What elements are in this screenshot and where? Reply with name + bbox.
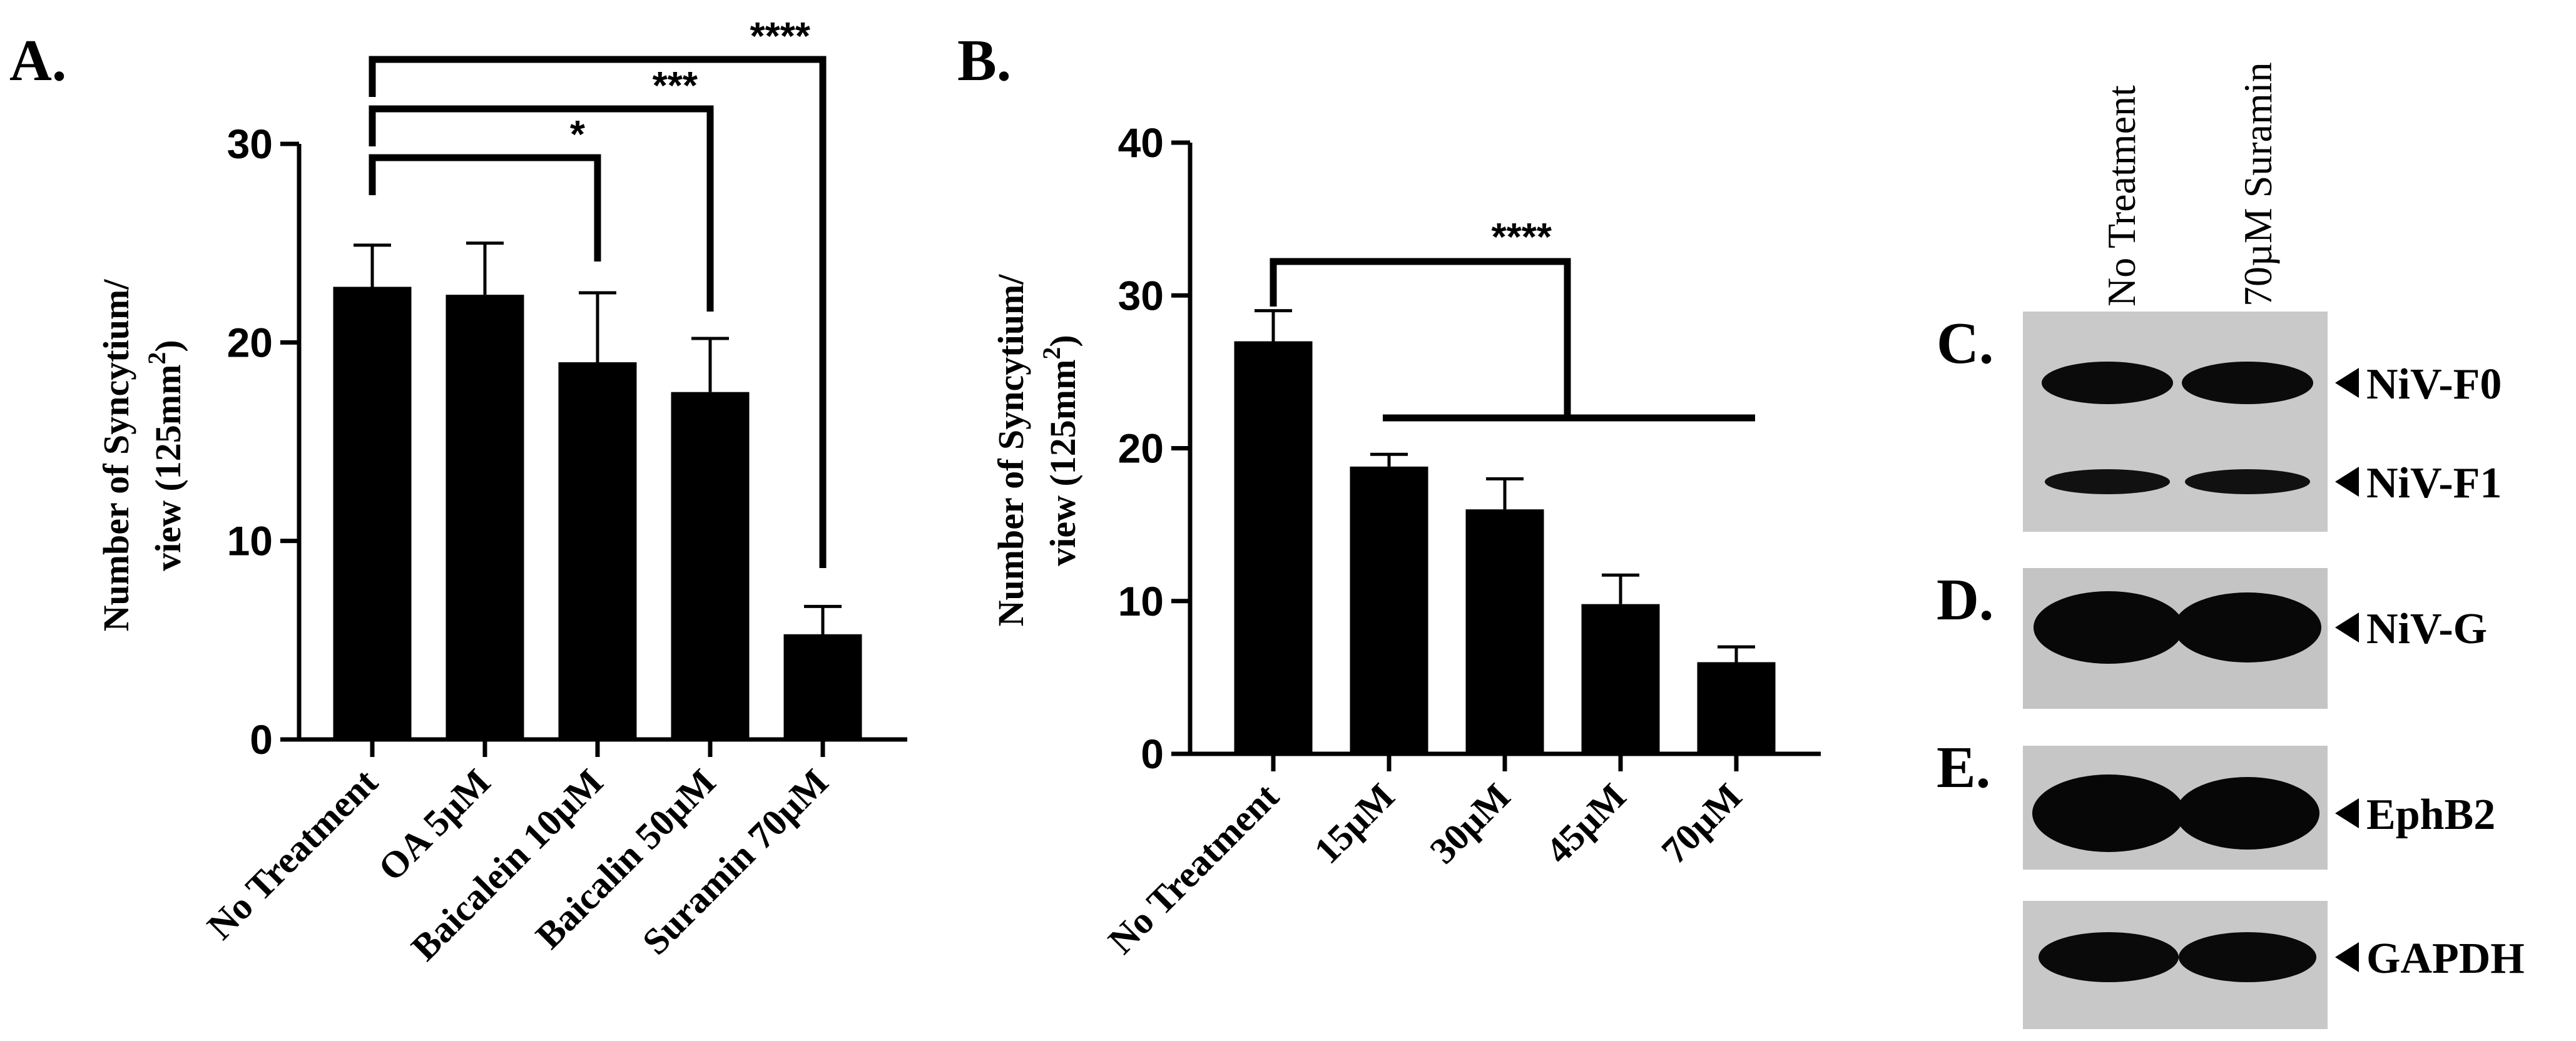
significance-bracket (1270, 258, 1571, 418)
blot-d-arrow (2335, 612, 2359, 642)
blot-e-arrow (2335, 798, 2359, 828)
panel-a-ylabel-line1: Number of Syncytium/ (96, 279, 136, 632)
category-label: Baicalein 10µM (404, 761, 611, 969)
panel-a: A. Number of Syncytium/ view (125mm2) 0 1… (9, 15, 907, 968)
blot-c-band-f0-lane1 (2042, 362, 2173, 404)
category-label: 70µM (1654, 776, 1750, 872)
blot-panel-d-letter: D. (1937, 567, 1993, 632)
blot-d-label: NiV-G (2366, 605, 2487, 653)
y-tick-label: 20 (1118, 425, 1164, 472)
blot-panel-e-letter: E. (1937, 735, 1990, 800)
panel-b-letter: B. (957, 28, 1011, 93)
significance-label: **** (750, 15, 810, 58)
bar (1234, 341, 1313, 754)
blot-c-band-f0-lane2 (2182, 362, 2313, 404)
blot-panel-gapdh: GAPDH (2023, 901, 2525, 1029)
panel-a-letter: A. (9, 28, 66, 93)
blot-gapdh-arrow (2335, 942, 2359, 972)
bar (671, 392, 750, 739)
lane-label-suramin: 70µM Suramin (2236, 62, 2280, 307)
y-tick-label: 20 (227, 319, 273, 365)
bar (445, 295, 524, 739)
blot-c-f1-arrow (2335, 467, 2359, 497)
blot-c-f0-label: NiV-F0 (2366, 360, 2502, 409)
blot-e-label: EphB2 (2366, 791, 2495, 839)
blot-gapdh-band-lane1 (2039, 932, 2179, 982)
panel-b-y-title: Number of Syncytium/ view (125mm2) (990, 274, 1083, 627)
significance-label: *** (653, 64, 698, 108)
panel-b-categories: No Treatment 15µM 30µM 45µM 70µM (1101, 754, 1750, 962)
y-tick-label: 40 (1118, 119, 1164, 166)
category-label: 30µM (1422, 776, 1519, 872)
significance-bracket (369, 154, 601, 262)
panel-b-ylabel-line1: Number of Syncytium/ (990, 274, 1031, 627)
bar (783, 634, 862, 739)
panel-a-y-title: Number of Syncytium/ view (125mm2) (96, 279, 188, 632)
y-tick-label: 10 (1118, 578, 1164, 624)
panel-a-ylabel-line2: view (125mm2) (143, 340, 188, 571)
bar (1465, 509, 1544, 754)
y-tick-label: 0 (250, 716, 273, 763)
significance-bracket (369, 105, 714, 312)
blot-panel-d: D. NiV-G (1937, 567, 2487, 709)
blot-c-f0-arrow (2335, 368, 2359, 398)
y-tick-label: 0 (1141, 731, 1164, 777)
blot-e-band-lane2 (2176, 777, 2319, 850)
category-label: 15µM (1306, 776, 1403, 872)
bar (558, 362, 637, 739)
category-label: 45µM (1538, 776, 1634, 872)
y-tick-label: 30 (1118, 272, 1164, 318)
lane-label-no-treatment: No Treatment (2099, 85, 2144, 307)
category-label: No Treatment (200, 761, 386, 948)
y-tick-label: 30 (227, 121, 273, 167)
panel-b-ylabel-line2: view (125mm2) (1037, 335, 1083, 566)
bar (1350, 466, 1428, 754)
blot-d-band-lane2 (2174, 592, 2321, 663)
category-label: No Treatment (1101, 776, 1287, 962)
blot-c-membrane (2023, 312, 2328, 532)
panel-a-bars (333, 241, 862, 740)
panel-b-significance: **** (1270, 216, 1755, 422)
bar (1697, 662, 1776, 754)
blot-panel-e: E. EphB2 (1937, 735, 2495, 870)
western-blots: No Treatment 70µM Suramin C. NiV-F0 NiV-… (1937, 62, 2525, 1029)
panel-b: B. Number of Syncytium/ view (125mm2) 0 1… (957, 28, 1821, 962)
significance-label: * (570, 113, 586, 156)
blot-c-band-f1-lane1 (2045, 469, 2170, 494)
blot-panel-c-letter: C. (1937, 311, 1993, 376)
bar (333, 287, 412, 740)
y-tick-label: 10 (227, 518, 273, 564)
blot-e-band-lane1 (2032, 774, 2185, 852)
significance-bracket (369, 56, 827, 568)
blot-panel-c: C. NiV-F0 NiV-F1 (1937, 311, 2502, 532)
blot-gapdh-band-lane2 (2179, 932, 2316, 982)
blot-d-band-lane1 (2034, 591, 2184, 664)
panel-b-bars (1234, 309, 1776, 754)
bar (1581, 604, 1660, 754)
panel-a-significance: ******** (369, 15, 827, 568)
blot-gapdh-label: GAPDH (2366, 935, 2525, 983)
blot-c-f1-label: NiV-F1 (2366, 459, 2502, 507)
blot-c-band-f1-lane2 (2185, 469, 2310, 494)
significance-label: **** (1491, 216, 1552, 259)
